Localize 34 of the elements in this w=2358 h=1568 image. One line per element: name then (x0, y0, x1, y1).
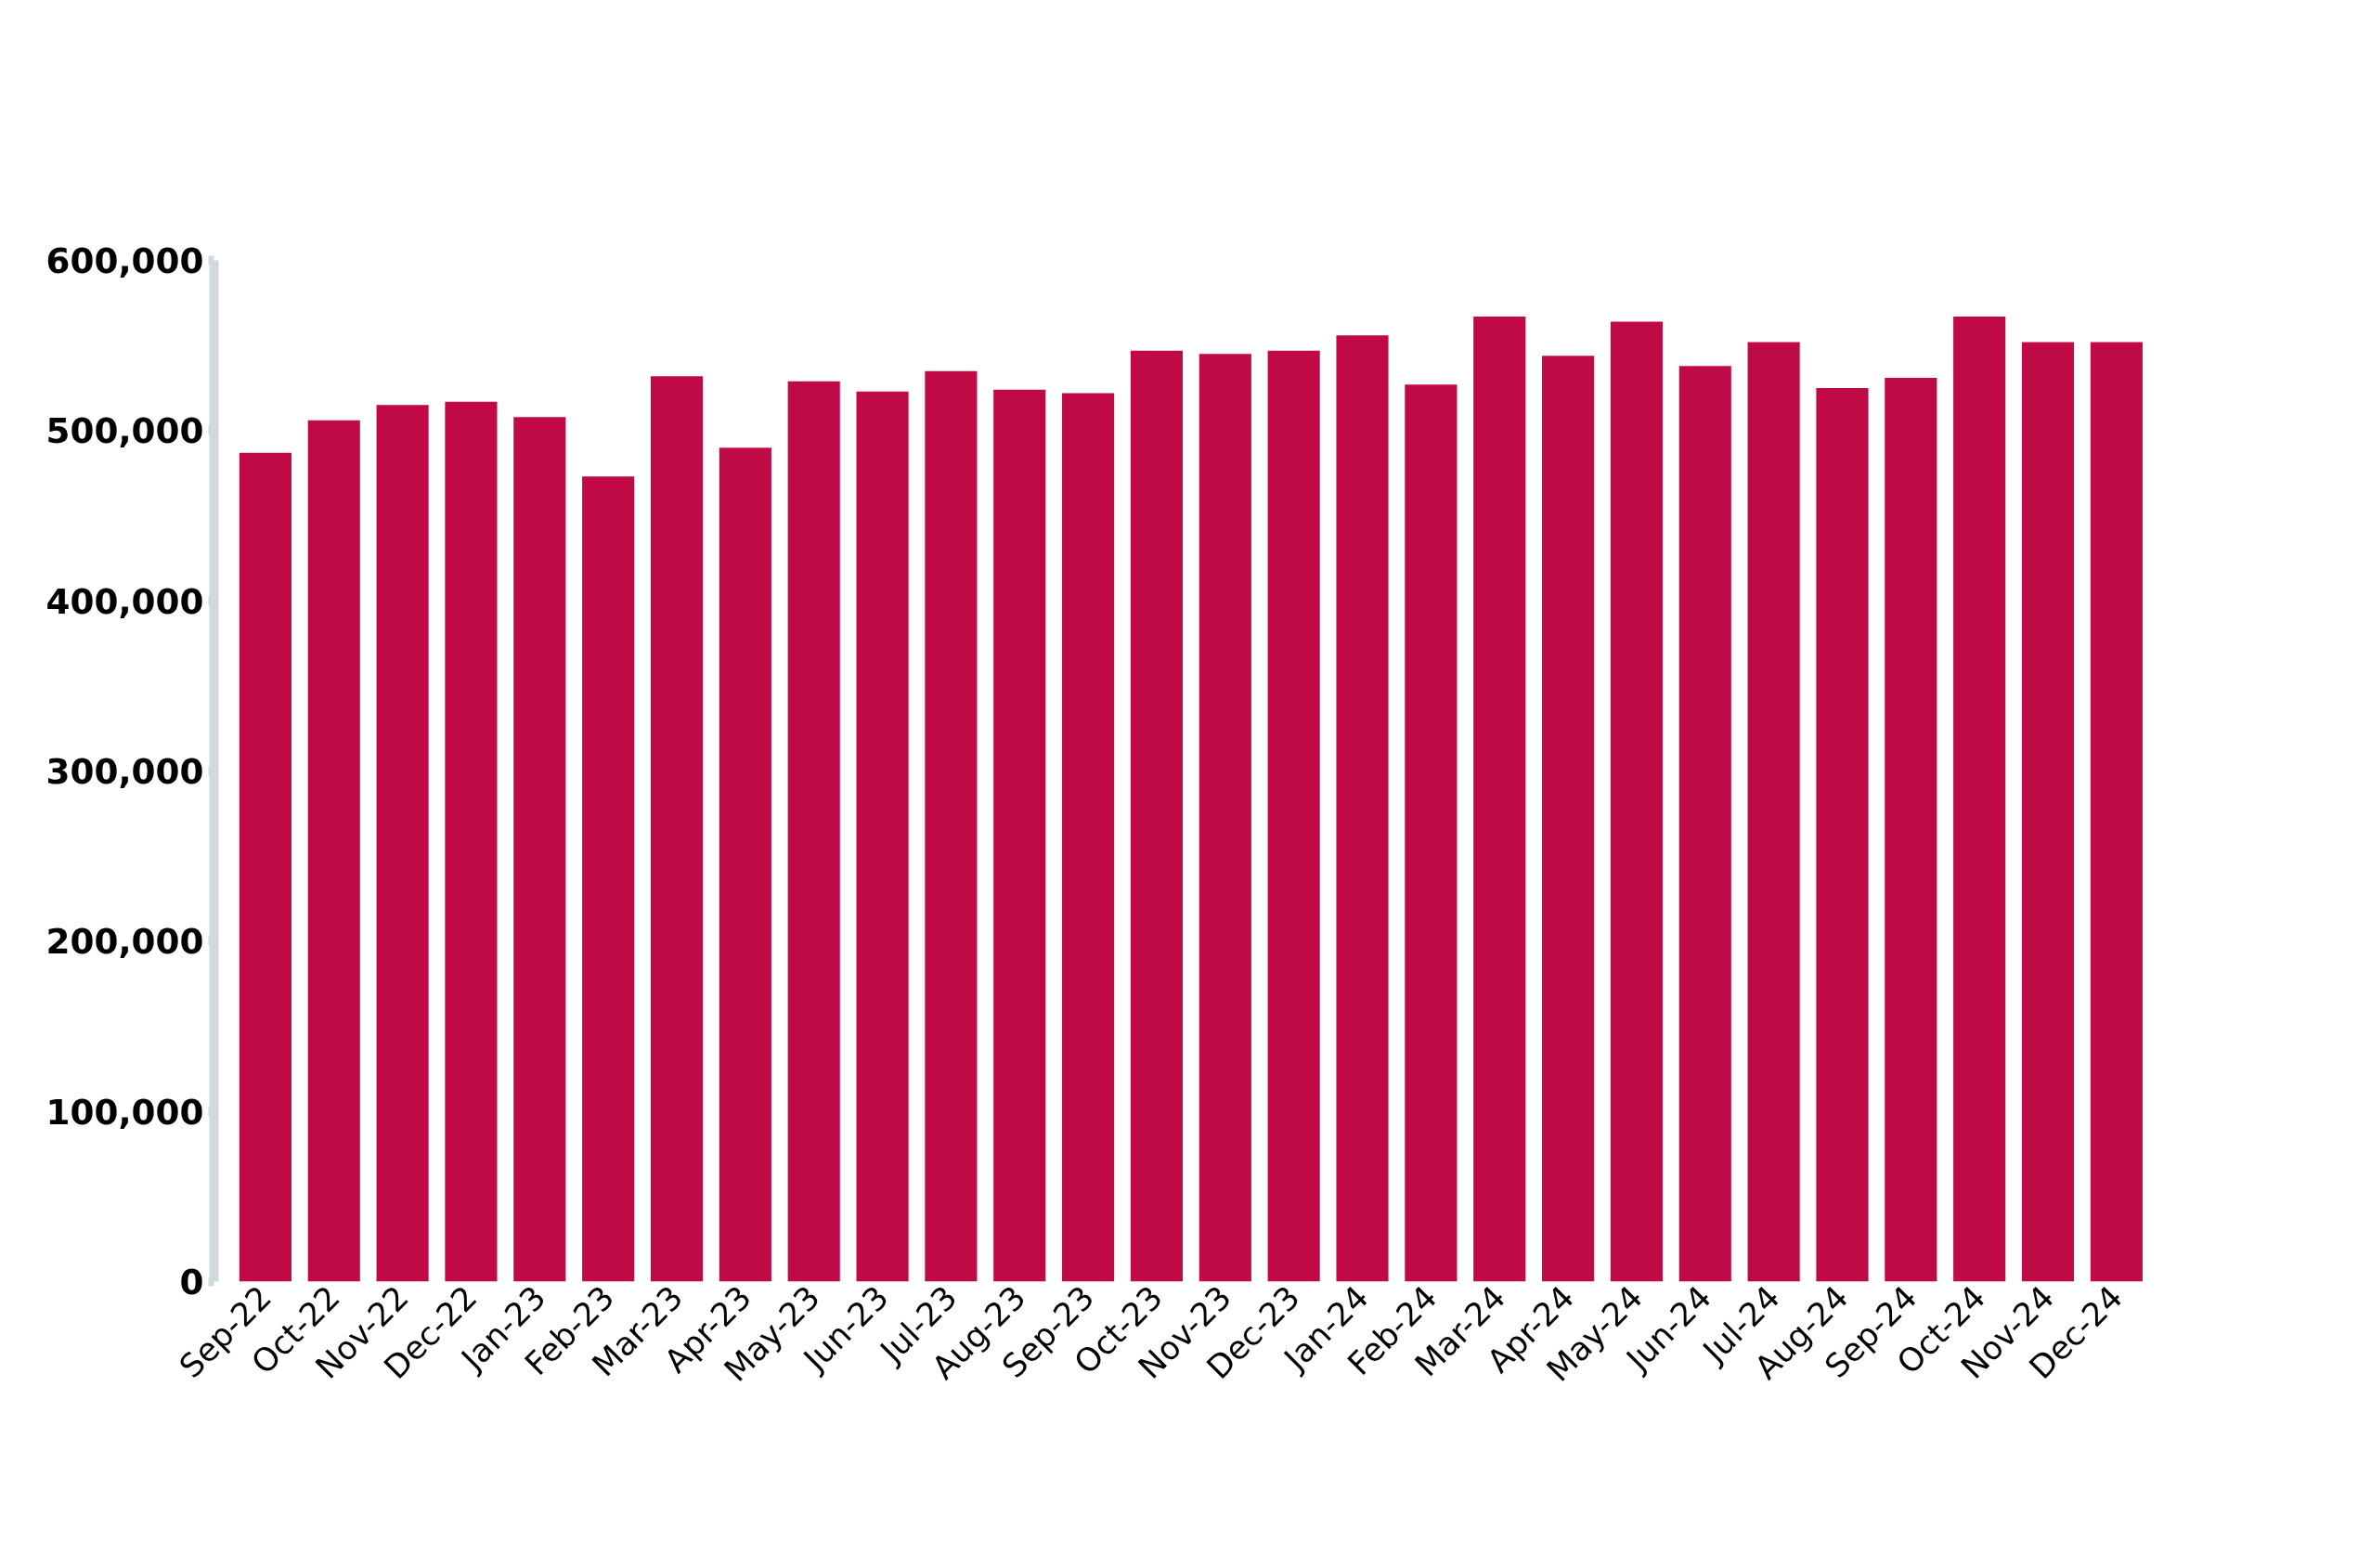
bar (1198, 354, 1251, 1282)
bar (1336, 335, 1389, 1282)
bar (856, 391, 909, 1282)
bar (787, 381, 840, 1282)
y-tick-label: 300,000 (45, 751, 204, 792)
bar (925, 370, 978, 1282)
bar (1885, 378, 1937, 1282)
bar (1747, 342, 1800, 1282)
bar (2021, 342, 2075, 1282)
bar (650, 376, 704, 1282)
bar (1405, 384, 1458, 1282)
bar (1267, 350, 1320, 1282)
bar (1542, 356, 1595, 1282)
y-tick-label: 100,000 (45, 1091, 204, 1133)
bar (1473, 317, 1526, 1282)
y-tick-label: 500,000 (45, 410, 204, 452)
bar (445, 401, 498, 1282)
bar (1610, 321, 1663, 1282)
bar (513, 417, 566, 1282)
bar (1062, 393, 1115, 1282)
y-tick-label: 400,000 (45, 580, 204, 622)
bar (1953, 317, 2006, 1282)
bar (376, 405, 429, 1282)
bar (239, 452, 292, 1282)
bar (1130, 350, 1184, 1282)
y-tick-label: 600,000 (45, 240, 204, 281)
bar (719, 447, 771, 1282)
bar (307, 420, 360, 1282)
bar (582, 476, 635, 1282)
y-tick-label: 200,000 (45, 921, 204, 963)
bar (2090, 342, 2143, 1282)
bar (1678, 366, 1731, 1282)
bar (993, 389, 1046, 1282)
bar (1816, 388, 1869, 1282)
